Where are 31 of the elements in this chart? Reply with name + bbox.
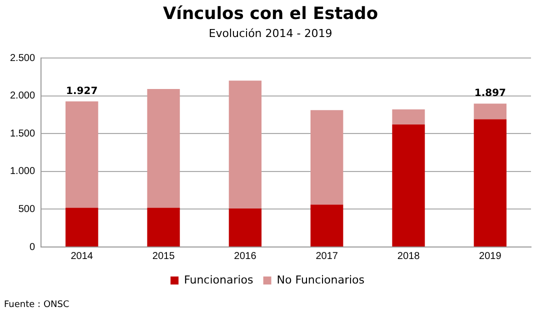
y-tick-label: 0	[29, 242, 36, 253]
y-tick-label: 2.500	[10, 52, 36, 64]
x-tick-label: 2017	[316, 250, 338, 262]
chart-title: Vínculos con el Estado	[162, 4, 380, 24]
y-tick-label: 2.000	[10, 90, 36, 102]
source-note: Fuente : ONSC	[4, 300, 70, 310]
bar	[474, 104, 506, 120]
bar	[474, 119, 506, 246]
bar	[392, 124, 425, 246]
bar	[66, 101, 98, 208]
bar	[310, 110, 344, 205]
bar	[228, 208, 262, 246]
legend-label: Funcionarios	[184, 273, 254, 286]
x-tick-label: 2016	[234, 250, 257, 262]
x-tick-label: 2014	[70, 250, 94, 262]
x-tick-label: 2019	[479, 250, 502, 262]
total-label: 1.897	[474, 88, 506, 100]
y-tick-label: 1.500	[10, 128, 36, 140]
y-tick-label: 500	[18, 204, 36, 215]
bar	[147, 88, 180, 208]
bar	[310, 204, 344, 246]
bar	[228, 80, 262, 208]
legend-label: No Funcionarios	[276, 273, 365, 286]
x-tick-label: 2018	[397, 250, 420, 262]
bar	[147, 208, 180, 246]
bar	[66, 208, 98, 246]
y-tick-label: 1.000	[10, 166, 36, 178]
x-tick-label: 2015	[152, 250, 176, 262]
total-label: 1.927	[66, 86, 98, 97]
bar	[392, 109, 425, 125]
chart-subtitle: Evolución 2014 - 2019	[208, 27, 334, 40]
